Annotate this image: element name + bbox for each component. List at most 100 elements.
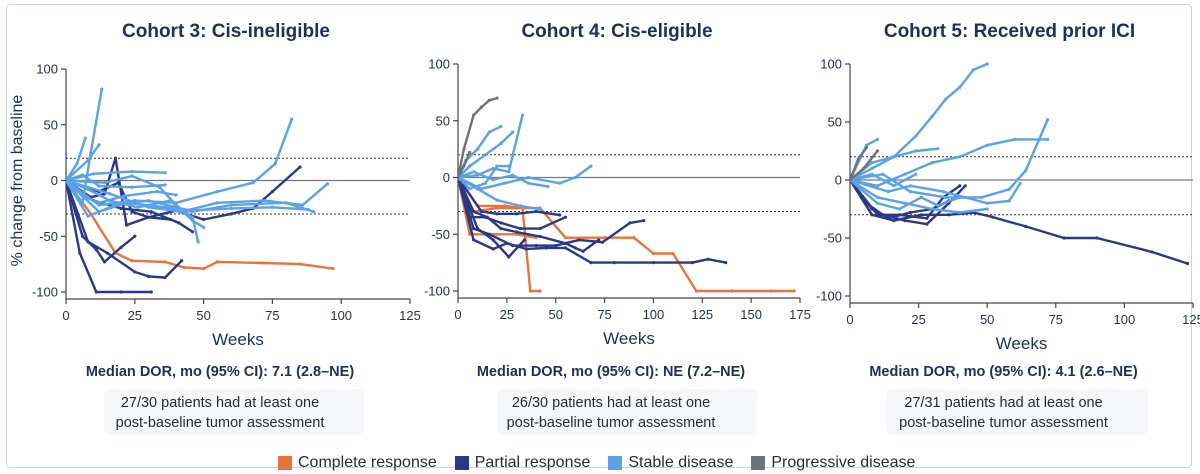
series-line-sd — [458, 170, 550, 188]
series-point-pr — [202, 217, 206, 222]
series-point-sd — [985, 62, 989, 66]
series-point-pr — [706, 257, 710, 261]
y-tick-label: 50 — [44, 117, 58, 132]
series-point-sd — [468, 187, 472, 191]
x-axis-label: Weeks — [603, 329, 655, 348]
series-point-sd — [215, 201, 219, 205]
series-point-pr — [690, 261, 695, 265]
series-point-sd — [936, 147, 940, 151]
series-point-cr — [503, 204, 507, 208]
series-point-sd — [520, 113, 525, 117]
series-point-sd — [936, 203, 940, 208]
legend-label-stable-disease: Stable disease — [628, 454, 734, 471]
series-point-sd — [83, 136, 87, 140]
series-point-sd — [113, 203, 118, 207]
series-point-pr — [563, 246, 568, 250]
series-point-sd — [875, 195, 880, 199]
series-point-sd — [97, 203, 101, 207]
series-point-pr — [491, 238, 495, 242]
x-tick-label: 25 — [128, 308, 142, 323]
series-point-sd — [270, 205, 274, 209]
series-point-sd — [985, 143, 989, 147]
series-point-pr — [573, 246, 577, 250]
series-point-sd — [589, 164, 593, 168]
series-point-sd — [958, 155, 962, 159]
series-point-pr — [1150, 250, 1154, 254]
series-point-sd — [546, 184, 550, 189]
series-point-pr — [577, 238, 581, 242]
series-point-pr — [544, 246, 548, 250]
series-point-cr — [182, 265, 186, 270]
series-point-cr — [792, 289, 796, 293]
series-point-pr — [581, 249, 585, 253]
series-point-sd — [100, 87, 104, 91]
series-point-sd — [97, 143, 101, 147]
series-point-pd — [495, 96, 499, 100]
series-point-sd — [472, 170, 476, 174]
series-line-sd — [66, 117, 293, 207]
series-point-sd — [290, 117, 294, 121]
series-point-pr — [105, 251, 109, 255]
y-tick-label: 0 — [835, 173, 842, 188]
series-point-pr — [601, 240, 605, 244]
series-line-sd — [66, 179, 310, 218]
series-point-sd — [930, 114, 934, 118]
y-tick-label: -50 — [39, 229, 58, 244]
series-point-sd — [146, 198, 151, 203]
series-point-pr — [472, 238, 476, 242]
series-point-pr — [86, 240, 90, 244]
series-point-pr — [468, 215, 472, 219]
series-point-sd — [190, 215, 195, 219]
series-point-sd — [507, 170, 511, 174]
series-point-sd — [475, 147, 480, 151]
series-point-pr — [472, 226, 476, 231]
series-point-sd — [941, 190, 945, 194]
series-point-pr — [1185, 261, 1190, 266]
series-point-sd — [130, 169, 134, 174]
series-point-sd — [468, 164, 472, 168]
series-point-pr — [925, 222, 929, 226]
series-point-sd — [273, 162, 277, 166]
series-point-pr — [538, 226, 542, 231]
series-point-pr — [80, 234, 85, 238]
series-point-sd — [985, 201, 989, 205]
series-point-cr — [515, 206, 519, 210]
series-point-sd — [312, 210, 316, 214]
series-line-sd — [66, 170, 167, 182]
note-line-1: 26/30 patients had at least one — [512, 395, 710, 411]
series-point-sd — [892, 155, 896, 159]
series-group — [850, 62, 1190, 266]
series-point-sd — [495, 198, 499, 202]
series-point-pd — [472, 113, 476, 117]
series-point-cr — [602, 236, 607, 240]
chart-panel-5: Cohort 5: Received prior ICI 100 50 0 -50 -10… — [816, 21, 1200, 431]
series-point-pr — [628, 221, 632, 225]
legend: Complete response Partial response Stabl… — [278, 452, 915, 474]
series-point-sd — [897, 207, 901, 211]
y-tick-label: 100 — [428, 57, 450, 72]
y-tick-label: -50 — [431, 227, 450, 242]
series-point-sd — [944, 97, 948, 101]
series-point-sd — [130, 174, 134, 178]
series-point-pr — [130, 210, 134, 214]
series-point-pr — [119, 290, 123, 294]
series-point-sd — [174, 203, 178, 207]
series-point-pd — [479, 105, 484, 109]
series-line-pr — [458, 176, 561, 217]
series-line-sd — [850, 178, 989, 214]
series-point-sd — [306, 207, 310, 212]
x-axis-label: Weeks — [996, 334, 1048, 353]
series-point-sd — [130, 185, 134, 189]
series-line-sd — [850, 178, 1022, 205]
y-tick-label: 0 — [443, 170, 450, 185]
series-point-pr — [179, 259, 184, 263]
y-tick-label: 50 — [436, 113, 450, 128]
series-point-pr — [947, 213, 951, 217]
series-point-sd — [122, 194, 126, 198]
series-point-sd — [914, 134, 918, 138]
series-point-cr — [769, 289, 773, 293]
series-point-pr — [903, 219, 907, 223]
series-point-pr — [963, 184, 967, 188]
series-point-pr — [515, 230, 519, 234]
x-tick-label: 75 — [1049, 312, 1063, 327]
